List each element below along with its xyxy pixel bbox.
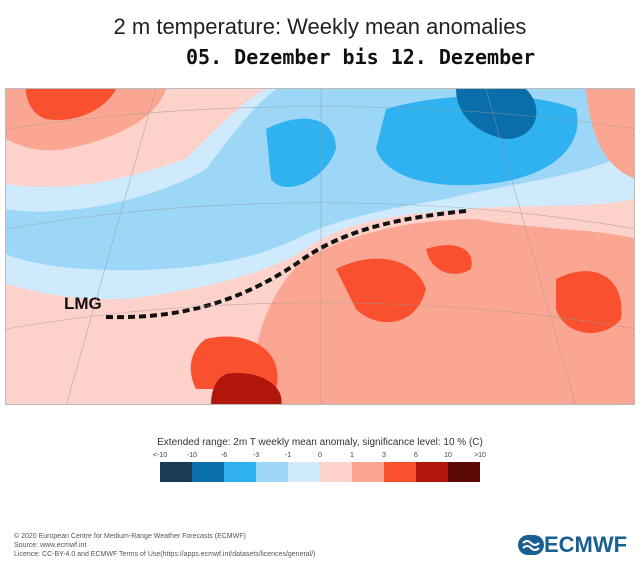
copyright-text: © 2020 European Centre for Medium-Range …: [14, 533, 246, 540]
sahara-very-warm: [211, 373, 282, 404]
legend-swatch: [320, 462, 352, 482]
legend-label: 1: [350, 452, 354, 459]
legend-swatch: [448, 462, 480, 482]
legend-swatch: [224, 462, 256, 482]
scandinavia-cold: [266, 118, 336, 188]
legend-title: Extended range: 2m T weekly mean anomaly…: [157, 437, 483, 448]
legend-label: 0: [318, 452, 322, 459]
legend-swatch: [384, 462, 416, 482]
chart-title: 2 m temperature: Weekly mean anomalies: [113, 14, 527, 39]
ecmwf-logo: ECMWF: [518, 532, 627, 558]
map-svg: LMG: [6, 89, 634, 404]
legend-label: -10: [186, 452, 198, 459]
legend-swatch: [416, 462, 448, 482]
legend-label: <-10: [152, 452, 168, 459]
atlantic-south: [6, 284, 176, 404]
legend-label: -1: [284, 452, 292, 459]
source-text: Source: www.ecmwf.int: [14, 542, 87, 549]
legend-label: 6: [414, 452, 418, 459]
date-range-subtitle: 05. Dezember bis 12. Dezember: [186, 45, 536, 69]
legend-label: 10: [444, 452, 452, 459]
blacksea-warm: [426, 245, 472, 274]
legend-swatch: [192, 462, 224, 482]
legend-swatch: [288, 462, 320, 482]
color-scale-bar: [160, 462, 480, 482]
ecmwf-logo-icon: [518, 535, 544, 555]
graticule: [6, 89, 634, 404]
legend-swatch: [256, 462, 288, 482]
legend-swatch: [160, 462, 192, 482]
licence-text: Licence: CC-BY-4.0 and ECMWF Terms of Us…: [14, 551, 316, 558]
legend-label: 3: [382, 452, 386, 459]
lmg-label: LMG: [64, 294, 102, 313]
anomaly-map: LMG: [5, 88, 635, 405]
legend-swatch: [352, 462, 384, 482]
legend-label: >10: [474, 452, 486, 459]
russia-very-cold: [456, 89, 537, 139]
lmg-boundary-line: [105, 209, 467, 320]
middle-east-warm: [556, 271, 622, 333]
greenland-warm: [26, 89, 116, 120]
balkans-warm: [336, 258, 426, 323]
footer: © 2020 European Centre for Medium-Range …: [14, 532, 316, 559]
legend-label: -6: [220, 452, 228, 459]
ecmwf-logo-text: ECMWF: [544, 532, 628, 557]
legend-labels: <-10 -10 -6 -3 -1 0 1 3 6 10 >10: [153, 452, 486, 462]
legend-label: -3: [252, 452, 260, 459]
northeast-warm: [586, 89, 634, 179]
